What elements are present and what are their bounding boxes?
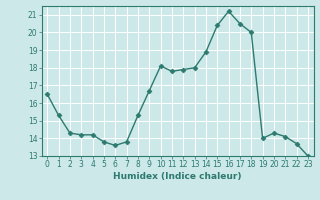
X-axis label: Humidex (Indice chaleur): Humidex (Indice chaleur) — [113, 172, 242, 181]
